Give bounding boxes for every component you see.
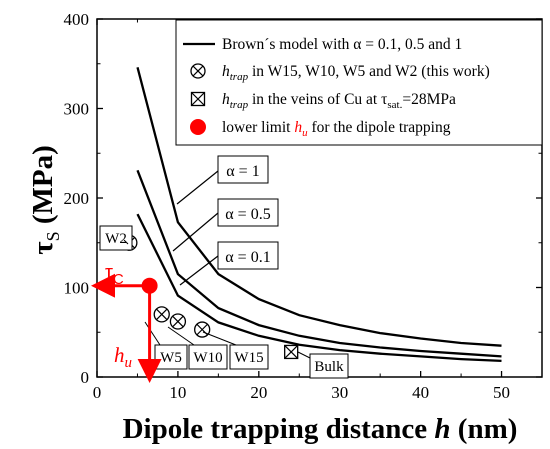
legend-item3-rest-sub: sat. — [387, 99, 402, 111]
label-w10-leader — [167, 326, 195, 346]
point-w5 — [153, 306, 170, 323]
y-axis-label-sub: S — [43, 231, 63, 241]
x-axis-label: Dipole trapping distance h (nm) — [123, 413, 518, 445]
series-label-2: α = 0.1 — [225, 249, 270, 266]
label-w2: W2 — [105, 231, 127, 247]
legend-item-lower-limit: lower limit hu for the dipole trapping — [222, 119, 451, 139]
tau-c-sub: C — [113, 271, 124, 288]
x-tick-label-0: 0 — [93, 383, 102, 402]
legend-item3-rest-b: =28MPa — [402, 91, 456, 108]
series-label-leader-0 — [176, 170, 219, 205]
legend-item3-h: h — [222, 91, 230, 108]
series-label-0: α = 1 — [226, 163, 259, 180]
axis-ticks: 0 10 20 30 40 50 0 100 200 300 400 — [64, 10, 542, 402]
legend-circle-cross-marker — [190, 63, 206, 79]
series-line-1 — [136, 169, 502, 358]
label-w2-leader — [123, 239, 129, 245]
x-tick-label-50: 50 — [493, 383, 510, 402]
label-w10-box — [188, 344, 228, 370]
label-w5-leader — [144, 321, 161, 346]
y-tick-label-400: 400 — [64, 10, 90, 29]
legend-item-cu: htrap in the veins of Cu at τsat.=28MPa — [222, 91, 456, 111]
x-tick-label-10: 10 — [169, 383, 186, 402]
y-axis-label-unit: (MPa) — [27, 145, 59, 224]
legend-item2-h: h — [222, 63, 230, 80]
point-w10-cross-b — [172, 315, 184, 328]
series-label-box-0 — [217, 155, 269, 184]
series-label-box-1 — [217, 198, 279, 227]
legend-item3-sub: trap — [230, 99, 249, 111]
label-bulk: Bulk — [314, 359, 344, 375]
legend-square-cross-b — [191, 92, 205, 106]
h-u-sub: u — [125, 355, 133, 371]
legend-item4-b: for the dipole trapping — [308, 119, 451, 136]
x-tick-label-40: 40 — [412, 383, 429, 402]
legend-square-cross-marker — [190, 91, 206, 107]
point-w15 — [194, 321, 211, 338]
x-axis-label-var: h — [434, 413, 450, 445]
legend-frame — [175, 19, 543, 146]
y-axis-label-main: τ — [27, 241, 59, 255]
label-w15-leader — [202, 331, 237, 346]
series-label-leader-1 — [172, 212, 219, 252]
x-axis-label-unit: (nm) — [458, 413, 518, 445]
y-tick-label-0: 0 — [81, 368, 90, 387]
label-w15: W15 — [234, 350, 263, 366]
point-bulk-cross-b — [284, 345, 299, 359]
point-w10 — [169, 313, 187, 330]
series-line-2 — [136, 213, 502, 363]
y-tick-label-200: 200 — [64, 189, 90, 208]
label-bulk-box — [309, 353, 349, 379]
tau-c-main: τ — [105, 262, 113, 284]
tau-c-label: τC — [105, 262, 124, 288]
legend-red-dot — [190, 119, 206, 135]
x-tick-label-20: 20 — [250, 383, 267, 402]
label-w15-box — [229, 344, 269, 370]
series-label-leader-2 — [179, 255, 219, 286]
legend-circle-cross-b — [192, 65, 204, 77]
legend-item2-sub: trap — [230, 71, 249, 83]
x-tick-label-30: 30 — [331, 383, 348, 402]
h-u-main: h — [114, 343, 125, 367]
y-tick-label-300: 300 — [64, 100, 90, 119]
point-w15-cross-b — [196, 323, 208, 336]
label-w5: W5 — [160, 350, 182, 366]
h-u-label: hu — [114, 343, 132, 371]
y-tick-label-100: 100 — [64, 279, 90, 298]
curves — [136, 67, 502, 363]
legend-item4-sub: u — [302, 127, 308, 139]
legend-item4-a: lower limit — [222, 119, 294, 136]
series-line-0 — [136, 67, 502, 347]
legend-item-brown: Brown´s model with α = 0.1, 0.5 and 1 — [222, 36, 462, 53]
legend: Brown´s model with α = 0.1, 0.5 and 1htr… — [175, 19, 543, 146]
label-w2-box — [99, 225, 133, 251]
legend-item-this-work: htrap in W15, W10, W5 and W2 (this work) — [222, 63, 490, 83]
legend-item2-rest: in W15, W10, W5 and W2 (this work) — [248, 63, 490, 80]
point-w5-cross-b — [156, 308, 168, 321]
label-w10: W10 — [193, 350, 222, 366]
y-axis-label: τS (MPa) — [27, 145, 63, 255]
legend-item3-rest-a: in the veins of Cu at τ — [248, 91, 387, 108]
series-label-box-2 — [217, 241, 279, 270]
lower-limit-point — [141, 277, 158, 294]
axis-labels: Dipole trapping distance h (nm)τS (MPa) — [27, 145, 517, 445]
legend-item4-h: h — [294, 119, 302, 136]
series-label-1: α = 0.5 — [225, 206, 270, 223]
x-axis-label-main: Dipole trapping distance — [123, 413, 428, 445]
point-bulk — [284, 344, 299, 360]
